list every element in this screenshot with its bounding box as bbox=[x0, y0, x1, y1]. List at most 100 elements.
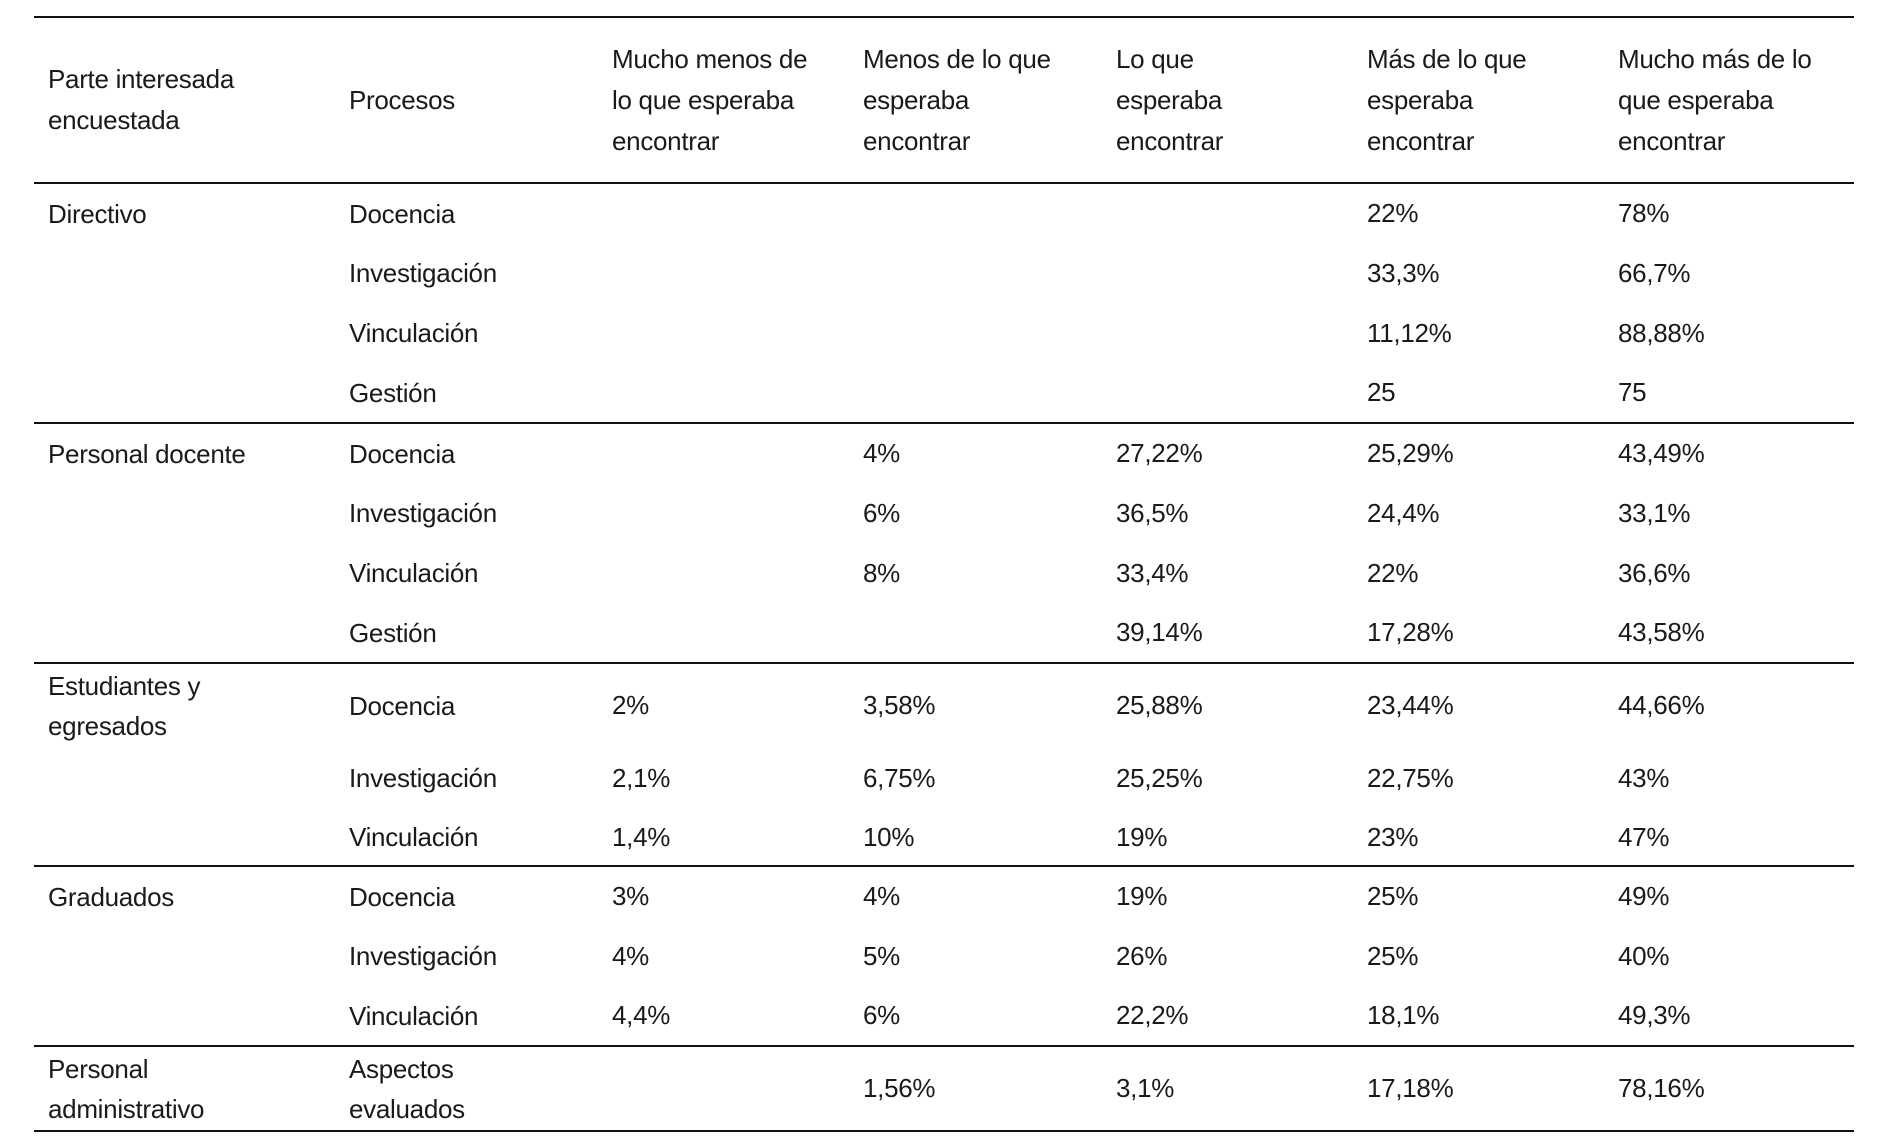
header-mas: Más de lo que esperaba encontrar bbox=[1353, 16, 1604, 184]
value-cell bbox=[598, 303, 849, 363]
value-cell: 4% bbox=[849, 422, 1102, 483]
value-cell: 25% bbox=[1367, 940, 1419, 971]
value-cell: 3,1% bbox=[1102, 1045, 1353, 1132]
value-cell: 24,4% bbox=[1367, 497, 1440, 528]
value-cell: 66,7% bbox=[1618, 257, 1691, 288]
process-cell: Docencia bbox=[335, 865, 598, 926]
value-cell: 78% bbox=[1604, 182, 1854, 243]
process-cell: Gestión bbox=[349, 617, 437, 648]
value-cell: 43% bbox=[1618, 762, 1670, 793]
stakeholder-cell bbox=[34, 747, 335, 809]
stakeholder-cell bbox=[34, 303, 335, 363]
value-cell: 3,58% bbox=[849, 662, 1102, 747]
value-cell bbox=[849, 182, 1102, 243]
header-lo-que-esperaba: Lo que esperaba encontrar bbox=[1102, 16, 1353, 184]
process-cell: Vinculación bbox=[349, 558, 479, 588]
value-cell: 22% bbox=[1353, 182, 1604, 243]
value-cell: 4% bbox=[612, 940, 649, 971]
stakeholder-cell bbox=[34, 603, 335, 663]
process-cell: Gestión bbox=[349, 377, 437, 408]
value-cell: 44,66% bbox=[1604, 662, 1854, 747]
table-row: Investigación 33,3% 66,7% bbox=[34, 243, 1854, 303]
stakeholder-cell bbox=[34, 483, 335, 543]
table-row: Directivo Docencia 22% 78% bbox=[34, 182, 1854, 243]
value-cell: 4% bbox=[849, 865, 1102, 926]
value-cell: 27,22% bbox=[1102, 422, 1353, 483]
header-menos: Menos de lo que esperaba encontrar bbox=[849, 16, 1102, 184]
value-cell: 43,49% bbox=[1604, 422, 1854, 483]
table-row: Personal administrativo Aspectos evaluado… bbox=[34, 1045, 1854, 1132]
table-row: Gestión 25 75 bbox=[34, 363, 1854, 423]
value-cell bbox=[849, 243, 1102, 303]
value-cell bbox=[598, 422, 849, 483]
value-cell: 10% bbox=[863, 821, 915, 852]
value-cell: 25,29% bbox=[1353, 422, 1604, 483]
value-cell bbox=[849, 303, 1102, 363]
table-row: Estudiantes y egresados Docencia 2% 3,58% 25… bbox=[34, 662, 1854, 747]
table-row: Vinculación 11,12% 88,88% bbox=[34, 303, 1854, 363]
value-cell: 25% bbox=[1353, 865, 1604, 926]
process-cell: Docencia bbox=[335, 182, 598, 243]
process-cell: Vinculación bbox=[349, 318, 479, 348]
value-cell bbox=[598, 483, 849, 543]
value-cell: 22,75% bbox=[1367, 762, 1454, 793]
value-cell bbox=[598, 543, 849, 603]
value-cell: 75 bbox=[1618, 377, 1647, 407]
value-cell: 25,25% bbox=[1116, 762, 1203, 793]
value-cell: 49,3% bbox=[1618, 1000, 1691, 1030]
value-cell bbox=[598, 182, 849, 243]
value-cell: 33,4% bbox=[1116, 557, 1189, 588]
value-cell bbox=[598, 603, 849, 663]
table-row: Personal docente Docencia 4% 27,22% 25,29% 43… bbox=[34, 422, 1854, 483]
value-cell: 78,16% bbox=[1604, 1045, 1854, 1132]
value-cell bbox=[598, 363, 849, 423]
value-cell: 49% bbox=[1604, 865, 1854, 926]
value-cell: 43,58% bbox=[1618, 617, 1705, 647]
process-cell: Docencia bbox=[335, 662, 598, 747]
stakeholder-cell: Personal docente bbox=[34, 422, 335, 483]
process-cell: Investigación bbox=[349, 763, 497, 793]
value-cell: 25,88% bbox=[1102, 662, 1353, 747]
value-cell: 39,14% bbox=[1116, 617, 1203, 647]
value-cell: 18,1% bbox=[1367, 1000, 1440, 1030]
value-cell: 47% bbox=[1618, 821, 1670, 852]
stakeholder-cell: Personal administrativo bbox=[34, 1045, 335, 1132]
stakeholder-cell bbox=[34, 926, 335, 986]
stakeholder-cell bbox=[34, 363, 335, 423]
value-cell: 88,88% bbox=[1618, 317, 1705, 348]
value-cell: 2% bbox=[598, 662, 849, 747]
process-cell: Investigación bbox=[349, 258, 497, 288]
stakeholder-cell bbox=[34, 243, 335, 303]
value-cell bbox=[598, 1045, 849, 1132]
value-cell: 17,18% bbox=[1353, 1045, 1604, 1132]
process-cell: Investigación bbox=[349, 498, 497, 528]
value-cell: 19% bbox=[1102, 865, 1353, 926]
table-row: Vinculación 4,4% 6% 22,2% 18,1% 49,3% bbox=[34, 986, 1854, 1046]
table-body: Directivo Docencia 22% 78% Investigación 33,3… bbox=[34, 182, 1854, 1132]
value-cell: 11,12% bbox=[1367, 317, 1452, 348]
table-row: Investigación 4% 5% 26% 25% 40% bbox=[34, 926, 1854, 986]
value-cell: 8% bbox=[863, 557, 900, 588]
value-cell bbox=[1102, 363, 1353, 423]
header-parte-interesada: Parte interesada encuestada bbox=[34, 16, 335, 184]
header-row: Parte interesada encuestada Procesos Muc… bbox=[34, 16, 1854, 184]
value-cell: 1,56% bbox=[849, 1045, 1102, 1132]
value-cell bbox=[849, 603, 1102, 663]
header-mucho-mas: Mucho más de lo que esperaba encontrar bbox=[1604, 16, 1854, 184]
table-row: Investigación 2,1% 6,75% 25,25% 22,75% 43% bbox=[34, 747, 1854, 809]
table-row: Vinculación 1,4% 10% 19% 23% 47% bbox=[34, 809, 1854, 866]
process-cell: Vinculación bbox=[349, 822, 479, 852]
value-cell bbox=[598, 243, 849, 303]
value-cell: 6% bbox=[863, 1000, 900, 1030]
header-mucho-menos: Mucho menos de lo que esperaba encontrar bbox=[598, 16, 849, 184]
value-cell: 22,2% bbox=[1116, 1000, 1189, 1030]
process-cell: Aspectos evaluados bbox=[335, 1045, 598, 1132]
value-cell bbox=[1102, 243, 1353, 303]
value-cell: 6% bbox=[863, 497, 900, 528]
value-cell: 33,3% bbox=[1367, 257, 1440, 288]
value-cell: 6,75% bbox=[863, 762, 936, 793]
value-cell: 36,6% bbox=[1618, 557, 1691, 588]
value-cell bbox=[1102, 303, 1353, 363]
value-cell: 3% bbox=[598, 865, 849, 926]
stakeholder-cell: Estudiantes y egresados bbox=[34, 662, 335, 747]
